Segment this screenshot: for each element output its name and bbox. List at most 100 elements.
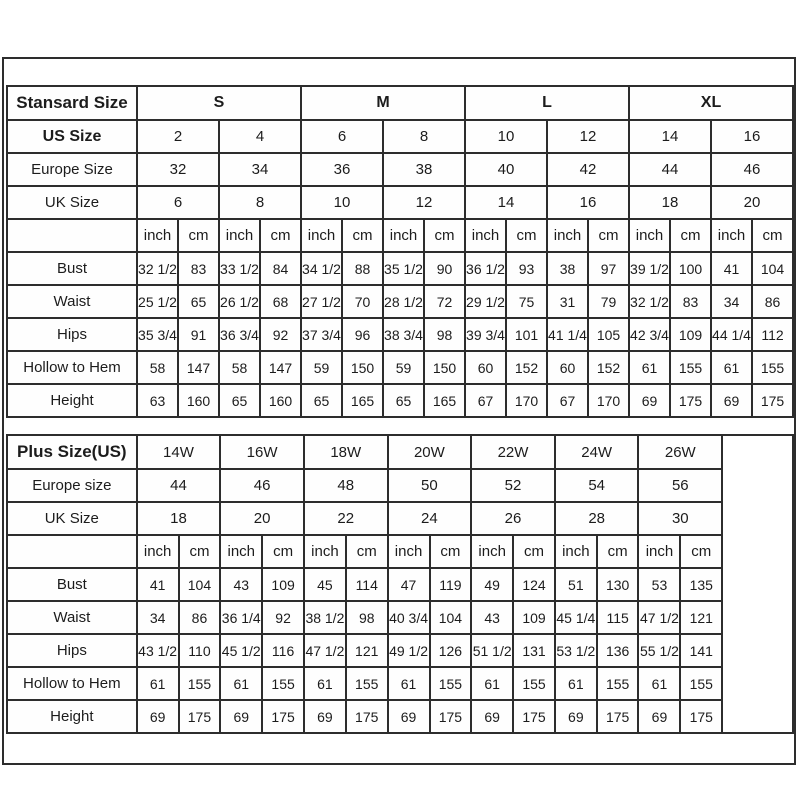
- value-cell: 49: [470, 567, 515, 602]
- size-cell: 28: [553, 501, 640, 536]
- value-cell: 170: [587, 383, 630, 418]
- plus-size-cell: 26W: [637, 434, 724, 470]
- value-cell: 61: [553, 666, 598, 701]
- value-cell: 155: [261, 666, 305, 701]
- plus-size-cell: 16W: [219, 434, 305, 470]
- size-group-cell: L: [464, 85, 630, 121]
- value-cell: 104: [751, 251, 794, 286]
- standard-size-table: Stansard Size S M L XL US Size 2 4 6: [6, 85, 794, 418]
- value-cell: 170: [505, 383, 548, 418]
- value-cell: 27 1/2: [300, 284, 343, 319]
- us-size-cell: 14: [628, 119, 712, 154]
- value-cell: 155: [669, 350, 712, 385]
- value-cell: 42 3/4: [628, 317, 671, 352]
- value-cell: 160: [177, 383, 220, 418]
- unit-cell: cm: [428, 534, 473, 569]
- value-cell: 72: [423, 284, 466, 319]
- value-cell: 69: [553, 699, 598, 734]
- value-cell: 86: [751, 284, 794, 319]
- value-cell: 32 1/2: [628, 284, 671, 319]
- value-cell: 119: [428, 567, 473, 602]
- value-cell: 41: [135, 567, 180, 602]
- value-cell: 40 3/4: [386, 600, 431, 635]
- unit-cell: cm: [505, 218, 548, 253]
- size-cell: 30: [637, 501, 724, 536]
- row-label: Europe Size: [6, 152, 138, 187]
- value-cell: 131: [512, 633, 556, 668]
- us-size-cell: 8: [382, 119, 466, 154]
- plus-size-table: Plus Size(US) 14W 16W 18W 20W 22W 24W 26…: [6, 434, 794, 734]
- size-cell: 24: [386, 501, 473, 536]
- value-cell: 47: [386, 567, 431, 602]
- row-label: Height: [6, 383, 138, 418]
- size-cell: 12: [382, 185, 466, 220]
- value-cell: 115: [595, 600, 640, 635]
- size-cell: 40: [464, 152, 548, 187]
- value-cell: 104: [428, 600, 473, 635]
- value-cell: 61: [219, 666, 264, 701]
- unit-cell: cm: [177, 218, 220, 253]
- measurement-row: Bust 32 1/2 83 33 1/2 84 34 1/2 88 35 1: [6, 251, 794, 286]
- value-cell: 69: [637, 699, 682, 734]
- units-row-empty-label: [6, 534, 138, 569]
- unit-cell: cm: [751, 218, 794, 253]
- value-cell: 47 1/2: [637, 600, 682, 635]
- value-cell: 98: [344, 600, 389, 635]
- plus-size-cell: 24W: [553, 434, 640, 470]
- units-row: inch cm inch cm inch cm inch cm inch: [6, 218, 794, 253]
- us-size-cell: 16: [710, 119, 794, 154]
- value-cell: 28 1/2: [382, 284, 425, 319]
- value-cell: 109: [261, 567, 305, 602]
- size-cell: 18: [628, 185, 712, 220]
- size-group-cell: S: [136, 85, 302, 121]
- unit-cell: inch: [302, 534, 347, 569]
- value-cell: 60: [546, 350, 589, 385]
- size-cell: 14: [464, 185, 548, 220]
- value-cell: 58: [136, 350, 179, 385]
- size-cell: 44: [135, 468, 222, 503]
- value-cell: 41 1/4: [546, 317, 589, 352]
- unit-cell: inch: [546, 218, 589, 253]
- value-cell: 91: [177, 317, 220, 352]
- plus-title-row: Plus Size(US) 14W 16W 18W 20W 22W 24W 26…: [6, 434, 794, 734]
- unit-cell: cm: [587, 218, 630, 253]
- value-cell: 67: [546, 383, 589, 418]
- size-cell: 38: [382, 152, 466, 187]
- value-cell: 84: [259, 251, 302, 286]
- value-cell: 155: [512, 666, 556, 701]
- value-cell: 155: [751, 350, 794, 385]
- value-cell: 36 1/4: [219, 600, 264, 635]
- size-conversion-row: Europe Size 32 34 36 38 40 42 44: [6, 152, 794, 187]
- value-cell: 124: [512, 567, 556, 602]
- value-cell: 69: [710, 383, 753, 418]
- value-cell: 60: [464, 350, 507, 385]
- value-cell: 83: [177, 251, 220, 286]
- value-cell: 37 3/4: [300, 317, 343, 352]
- unit-cell: inch: [136, 218, 179, 253]
- unit-cell: inch: [553, 534, 598, 569]
- unit-cell: inch: [710, 218, 753, 253]
- row-label: Europe size: [6, 468, 138, 503]
- value-cell: 155: [428, 666, 473, 701]
- unit-cell: cm: [344, 534, 389, 569]
- us-size-cell: 4: [218, 119, 302, 154]
- value-cell: 109: [669, 317, 712, 352]
- size-conversion-row: Europe size 44 46 48 50 52 54 56: [6, 468, 793, 503]
- value-cell: 136: [595, 633, 640, 668]
- size-cell: 32: [136, 152, 220, 187]
- value-cell: 97: [587, 251, 630, 286]
- measurement-row: Hips 43 1/2 110 45 1/2 116 47 1/2 121 4: [6, 633, 793, 668]
- value-cell: 175: [428, 699, 473, 734]
- value-cell: 92: [261, 600, 305, 635]
- value-cell: 59: [300, 350, 343, 385]
- size-cell: 26: [470, 501, 556, 536]
- unit-cell: cm: [595, 534, 640, 569]
- value-cell: 68: [259, 284, 302, 319]
- value-cell: 175: [669, 383, 712, 418]
- value-cell: 65: [218, 383, 261, 418]
- size-cell: 34: [218, 152, 302, 187]
- value-cell: 147: [177, 350, 220, 385]
- unit-cell: cm: [177, 534, 222, 569]
- size-group-cell: XL: [628, 85, 794, 121]
- measurement-row: Waist 34 86 36 1/4 92 38 1/2 98 40 3/4: [6, 600, 793, 635]
